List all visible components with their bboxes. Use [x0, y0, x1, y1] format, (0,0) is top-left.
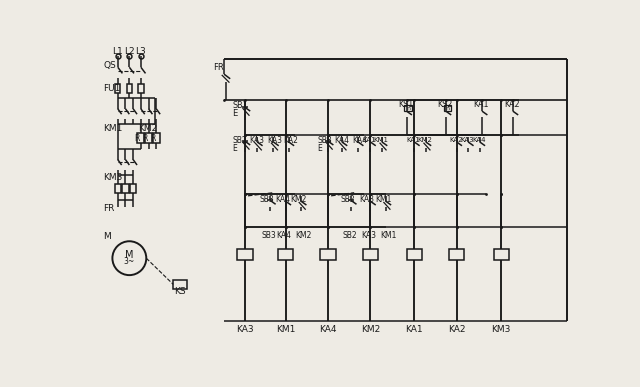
Text: KM1: KM1 [103, 124, 122, 134]
Text: KM2: KM2 [291, 195, 307, 204]
Text: KA4: KA4 [319, 325, 337, 334]
Bar [130, 183, 136, 193]
Text: KS2: KS2 [437, 101, 452, 110]
Text: E: E [232, 109, 238, 118]
Text: R: R [142, 134, 147, 142]
Text: SB3: SB3 [261, 231, 276, 240]
Text: SB2: SB2 [232, 136, 247, 145]
Text: FR: FR [103, 204, 115, 212]
Text: KA4: KA4 [472, 137, 486, 143]
Text: QS: QS [103, 61, 116, 70]
Text: KM3: KM3 [492, 325, 511, 334]
Text: KA3: KA3 [249, 136, 264, 145]
Bar [153, 134, 160, 143]
Text: FR: FR [213, 63, 224, 72]
Text: KA3: KA3 [362, 231, 376, 240]
Bar [127, 84, 132, 93]
Text: KA4: KA4 [352, 136, 367, 145]
Bar [363, 249, 378, 260]
Text: KS: KS [174, 287, 186, 296]
Text: R: R [150, 134, 155, 142]
Text: KA1: KA1 [474, 101, 489, 110]
Text: KA3: KA3 [268, 136, 282, 145]
Text: KA4: KA4 [276, 231, 292, 240]
Text: SB2: SB2 [342, 231, 357, 240]
Bar [404, 105, 412, 111]
Text: n: n [406, 106, 410, 111]
Text: SB2: SB2 [340, 195, 355, 204]
Text: KA1: KA1 [405, 325, 423, 334]
Bar [122, 183, 129, 193]
Text: KM1: KM1 [276, 325, 295, 334]
Text: SB3: SB3 [317, 136, 332, 145]
Text: M: M [103, 232, 111, 241]
Text: KA1: KA1 [363, 137, 376, 143]
Bar [173, 280, 187, 289]
Bar [320, 249, 336, 260]
Bar [449, 249, 464, 260]
Text: KA2: KA2 [504, 101, 520, 110]
Bar [237, 249, 253, 260]
Text: KM1: KM1 [380, 231, 396, 240]
Bar [406, 249, 422, 260]
Text: L3: L3 [136, 47, 147, 57]
Text: M: M [125, 250, 134, 260]
Text: KA2: KA2 [283, 136, 298, 145]
Text: KM1: KM1 [375, 195, 391, 204]
Text: KA1: KA1 [406, 137, 420, 143]
Bar [493, 249, 509, 260]
Text: L2: L2 [124, 47, 134, 57]
Text: n: n [445, 106, 449, 111]
Bar [115, 84, 120, 93]
Text: KA3: KA3 [461, 137, 474, 143]
Text: FU1: FU1 [103, 84, 120, 93]
Text: KA4: KA4 [275, 195, 290, 204]
Text: KA4: KA4 [334, 136, 349, 145]
Bar [138, 134, 145, 143]
Bar [278, 249, 293, 260]
Bar [145, 134, 152, 143]
Text: L1: L1 [113, 47, 123, 57]
Text: KM2: KM2 [361, 325, 380, 334]
Text: KM2: KM2 [417, 137, 433, 143]
Text: KA3: KA3 [236, 325, 253, 334]
Text: E: E [232, 144, 237, 152]
Text: R: R [134, 134, 140, 142]
Text: KS1: KS1 [398, 101, 413, 110]
Text: KM1: KM1 [374, 137, 388, 143]
Text: KA3: KA3 [360, 195, 374, 204]
Text: E: E [317, 144, 322, 152]
Text: SB1: SB1 [232, 101, 248, 110]
Text: KA2: KA2 [448, 325, 465, 334]
Text: KM2: KM2 [138, 124, 157, 134]
Text: KA2: KA2 [449, 137, 463, 143]
Text: 3~: 3~ [124, 257, 135, 266]
Bar [444, 105, 451, 111]
Bar [138, 84, 143, 93]
Text: SB3: SB3 [259, 195, 274, 204]
Text: KM2: KM2 [295, 231, 312, 240]
Text: KM3: KM3 [103, 173, 122, 182]
Bar [115, 183, 121, 193]
